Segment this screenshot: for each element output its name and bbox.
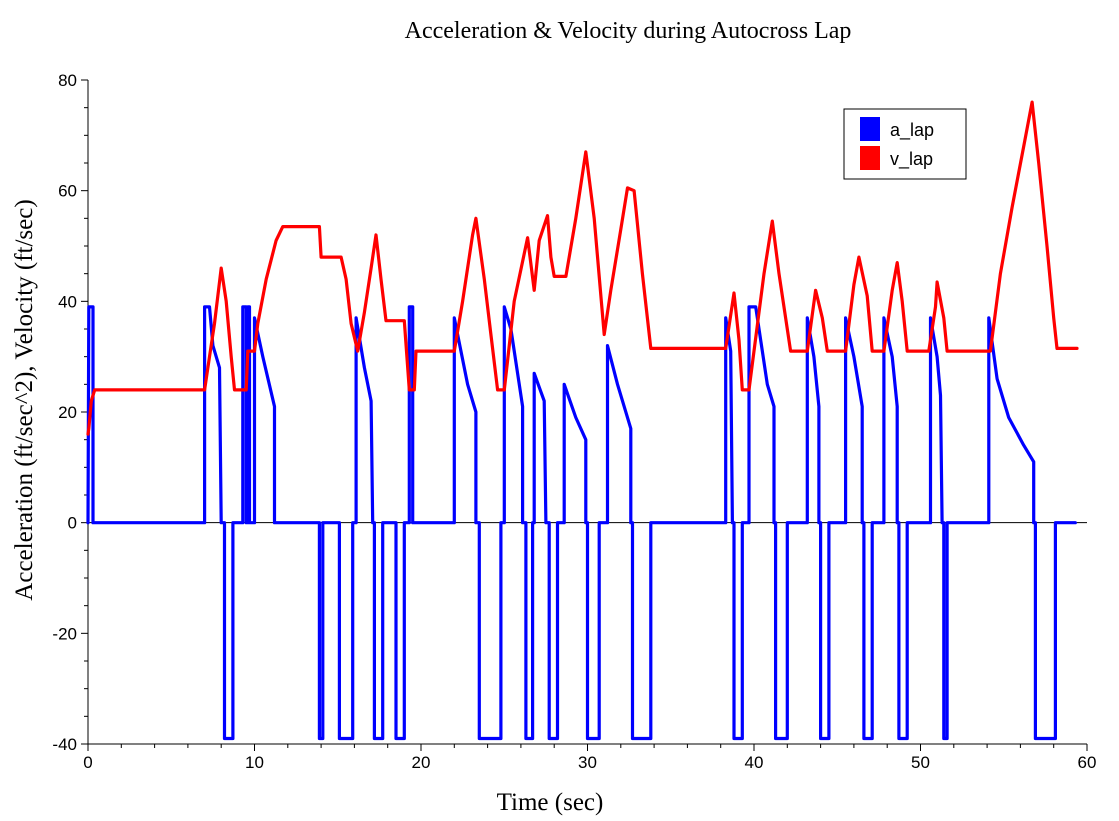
legend-label-a-lap: a_lap bbox=[890, 120, 934, 141]
series-line-v-lap bbox=[86, 100, 1079, 436]
y-tick-label: 0 bbox=[68, 514, 77, 533]
legend: a_lap v_lap bbox=[843, 108, 967, 180]
series-layer bbox=[86, 100, 1079, 741]
x-tick-label: 20 bbox=[412, 753, 431, 772]
y-axis-ticks: -40 -20 0 20 40 60 80 bbox=[52, 71, 88, 754]
legend-swatch-v-lap bbox=[860, 146, 880, 170]
x-tick-label: 60 bbox=[1078, 753, 1097, 772]
y-tick-label: 80 bbox=[58, 71, 77, 90]
x-tick-label: 0 bbox=[83, 753, 92, 772]
series-line-a-lap bbox=[86, 305, 1077, 741]
y-tick-label: -40 bbox=[52, 735, 77, 754]
y-tick-label: 60 bbox=[58, 182, 77, 201]
y-tick-label: 40 bbox=[58, 292, 77, 311]
x-tick-label: 50 bbox=[911, 753, 930, 772]
x-axis-ticks: 0 10 20 30 40 50 60 bbox=[83, 744, 1096, 772]
x-tick-label: 30 bbox=[578, 753, 597, 772]
x-tick-label: 40 bbox=[745, 753, 764, 772]
x-axis-label: Time (sec) bbox=[497, 789, 604, 816]
y-tick-label: 20 bbox=[58, 403, 77, 422]
legend-swatch-a-lap bbox=[860, 117, 880, 141]
y-tick-label: -20 bbox=[52, 624, 77, 643]
x-tick-label: 10 bbox=[245, 753, 264, 772]
legend-label-v-lap: v_lap bbox=[890, 149, 933, 170]
y-axis-label: Acceleration (ft/sec^2), Velocity (ft/se… bbox=[11, 199, 38, 600]
chart-title: Acceleration & Velocity during Autocross… bbox=[405, 18, 852, 44]
